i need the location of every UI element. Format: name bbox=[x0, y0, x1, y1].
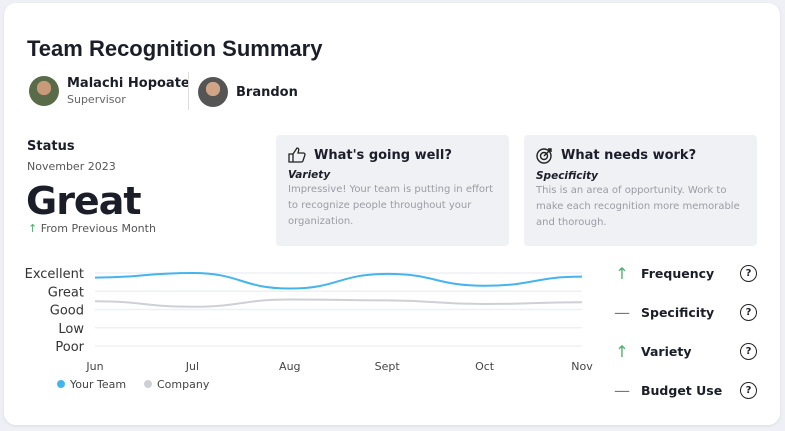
metric-label: Frequency bbox=[641, 266, 715, 281]
legend-label[interactable]: Company bbox=[157, 378, 210, 391]
avatar bbox=[29, 76, 59, 106]
help-icon[interactable]: ? bbox=[740, 343, 757, 360]
status-label: Status bbox=[27, 139, 75, 154]
metric-label: Budget Use bbox=[641, 383, 723, 398]
status-change: ↑ From Previous Month bbox=[28, 222, 156, 235]
metric-label: Specificity bbox=[641, 305, 715, 320]
arrow-up-icon: ↑ bbox=[28, 222, 38, 235]
dash-icon: — bbox=[614, 303, 630, 322]
going-well-subtitle: Variety bbox=[288, 169, 331, 181]
status-value: Great bbox=[26, 179, 142, 223]
team-member[interactable]: Brandon bbox=[198, 77, 298, 107]
thumbs-up-icon bbox=[288, 147, 306, 163]
status-change-text: From Previous Month bbox=[40, 222, 156, 235]
needs-work-subtitle: Specificity bbox=[536, 170, 598, 182]
series-line-company bbox=[94, 298, 583, 308]
metric-label: Variety bbox=[641, 344, 692, 359]
help-icon[interactable]: ? bbox=[740, 304, 757, 321]
y-tick-label: Poor bbox=[55, 340, 84, 355]
metric-variety: ↑ Variety? bbox=[612, 342, 757, 361]
supervisor[interactable]: Malachi Hopoate Supervisor bbox=[29, 76, 190, 106]
x-tick-label: Aug bbox=[279, 360, 300, 373]
target-icon bbox=[536, 148, 552, 164]
y-tick-label: Low bbox=[58, 322, 84, 337]
divider bbox=[188, 72, 189, 110]
metric-specificity: — Specificity? bbox=[612, 303, 757, 322]
series-line-your-team bbox=[94, 271, 583, 290]
status-month: November 2023 bbox=[27, 160, 116, 173]
help-icon[interactable]: ? bbox=[740, 382, 757, 399]
y-tick-label: Excellent bbox=[25, 267, 84, 282]
needs-work-text: This is an area of opportunity. Work to … bbox=[536, 185, 740, 228]
going-well-text: Impressive! Your team is putting in effo… bbox=[288, 184, 494, 227]
legend-label[interactable]: Your Team bbox=[69, 378, 126, 391]
arrow-up-icon: ↑ bbox=[615, 342, 629, 361]
metric-budget-use: — Budget Use? bbox=[612, 381, 757, 400]
legend-marker bbox=[144, 380, 152, 388]
person-role: Supervisor bbox=[67, 93, 126, 106]
page-title: Team Recognition Summary bbox=[27, 36, 323, 61]
dash-icon: — bbox=[614, 381, 630, 400]
needs-work-panel: What needs work? Specificity This is an … bbox=[524, 135, 757, 246]
x-tick-label: Jun bbox=[85, 360, 103, 373]
y-tick-label: Great bbox=[48, 285, 84, 300]
arrow-up-icon: ↑ bbox=[615, 264, 629, 283]
help-icon[interactable]: ? bbox=[740, 265, 757, 282]
y-tick-label: Good bbox=[50, 304, 84, 319]
x-tick-label: Nov bbox=[571, 360, 593, 373]
avatar bbox=[198, 77, 228, 107]
legend-marker bbox=[57, 380, 65, 388]
metric-frequency: ↑ Frequency? bbox=[612, 264, 757, 283]
x-tick-label: Sept bbox=[375, 360, 401, 373]
person-name: Brandon bbox=[236, 84, 298, 100]
going-well-title: What's going well? bbox=[314, 147, 452, 163]
going-well-panel: What's going well? Variety Impressive! Y… bbox=[276, 135, 509, 246]
x-tick-label: Jul bbox=[185, 360, 199, 373]
needs-work-title: What needs work? bbox=[561, 148, 697, 163]
person-name: Malachi Hopoate bbox=[67, 76, 190, 91]
x-tick-label: Oct bbox=[475, 360, 495, 373]
trend-chart: Poor Low Good Great Excellent Jun Jul Aug Sept Oc… bbox=[25, 267, 594, 391]
